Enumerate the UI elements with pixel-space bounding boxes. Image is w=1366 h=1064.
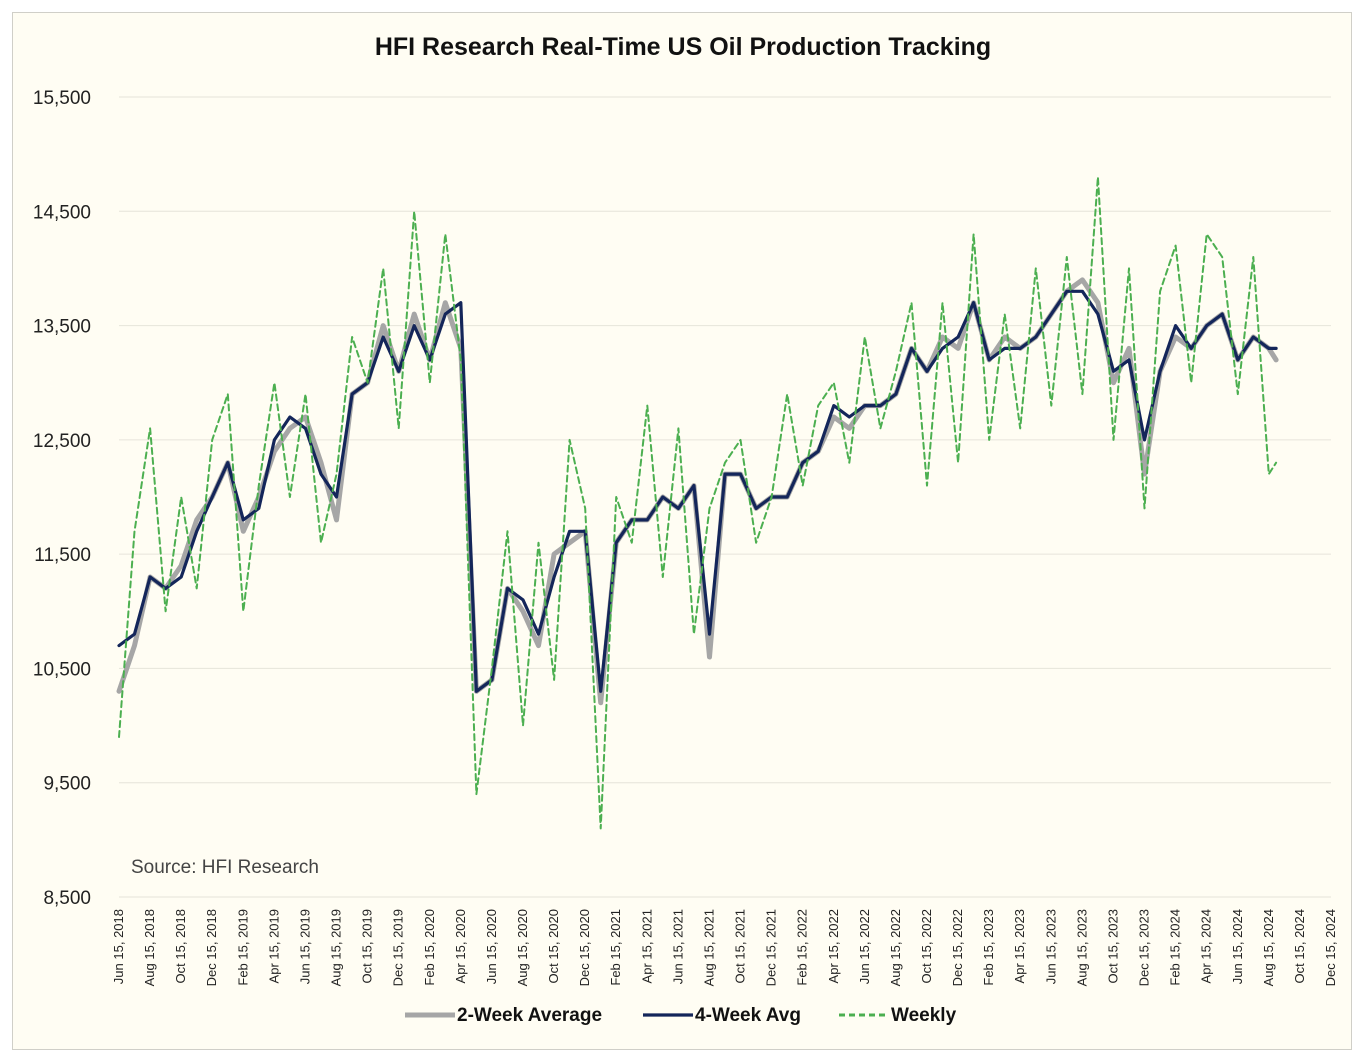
x-tick-label: Apr 15, 2019 — [266, 909, 281, 983]
y-tick-label: 10,500 — [33, 659, 91, 680]
x-tick-label: Dec 15, 2024 — [1323, 909, 1338, 986]
series-layer — [116, 176, 1279, 830]
legend-label: Weekly — [891, 1005, 957, 1026]
x-tick-label: Apr 15, 2021 — [639, 909, 654, 983]
x-tick-label: Feb 15, 2024 — [1168, 909, 1183, 986]
x-tick-label: Dec 15, 2019 — [391, 909, 406, 986]
x-tick-label: Oct 15, 2024 — [1292, 909, 1307, 983]
x-tick-label: Jun 15, 2018 — [111, 909, 126, 984]
x-tick-label: Feb 15, 2023 — [981, 909, 996, 986]
x-axis: Jun 15, 2018 Aug 15, 2018 Oct 15, 2018 Dec … — [111, 909, 1338, 986]
x-tick-label: Oct 15, 2023 — [1105, 909, 1120, 983]
x-tick-label: Dec 15, 2022 — [950, 909, 965, 986]
x-tick-label: Oct 15, 2019 — [360, 909, 375, 983]
legend-label: 2-Week Average — [457, 1005, 602, 1026]
x-tick-label: Jun 15, 2023 — [1043, 909, 1058, 984]
x-tick-label: Dec 15, 2021 — [764, 909, 779, 986]
x-tick-label: Apr 15, 2020 — [453, 909, 468, 983]
grid-layer — [119, 96, 1331, 898]
x-tick-label: Apr 15, 2022 — [826, 909, 841, 983]
y-tick-label: 15,500 — [33, 88, 91, 109]
chart-svg: HFI Research Real-Time US Oil Production… — [33, 33, 1338, 1026]
legend: 2-Week Average 4-Week Avg Weekly — [405, 1005, 957, 1026]
series-line — [116, 277, 1279, 706]
x-tick-label: Aug 15, 2019 — [329, 909, 344, 986]
y-axis: 15,500 14,500 13,500 12,500 11,500 10,500 9,50… — [33, 88, 91, 909]
x-tick-label: Aug 15, 2020 — [515, 909, 530, 986]
x-tick-label: Jun 15, 2021 — [670, 909, 685, 984]
legend-label: 4-Week Avg — [695, 1005, 801, 1026]
y-tick-label: 14,500 — [33, 202, 91, 223]
x-tick-label: Aug 15, 2024 — [1261, 909, 1276, 986]
x-tick-label: Apr 15, 2024 — [1199, 909, 1214, 983]
x-tick-label: Jun 15, 2022 — [857, 909, 872, 984]
chart-container: HFI Research Real-Time US Oil Production… — [12, 12, 1352, 1050]
y-tick-label: 12,500 — [33, 431, 91, 452]
x-tick-label: Aug 15, 2021 — [701, 909, 716, 986]
x-tick-label: Dec 15, 2023 — [1137, 909, 1152, 986]
x-tick-label: Feb 15, 2019 — [235, 909, 250, 986]
series-line — [117, 289, 1278, 693]
y-tick-label: 11,500 — [34, 545, 91, 566]
source-note: Source: HFI Research — [131, 857, 319, 878]
x-tick-label: Jun 15, 2019 — [297, 909, 312, 984]
x-tick-label: Oct 15, 2021 — [733, 909, 748, 983]
x-tick-label: Dec 15, 2018 — [204, 909, 219, 986]
y-tick-label: 9,500 — [43, 774, 91, 795]
x-tick-label: Jun 15, 2020 — [484, 909, 499, 984]
x-tick-label: Aug 15, 2023 — [1074, 909, 1089, 986]
x-tick-label: Oct 15, 2018 — [173, 909, 188, 983]
x-tick-label: Feb 15, 2022 — [795, 909, 810, 986]
x-tick-label: Apr 15, 2023 — [1012, 909, 1027, 983]
chart-title: HFI Research Real-Time US Oil Production… — [375, 33, 991, 61]
x-tick-label: Aug 15, 2018 — [142, 909, 157, 986]
x-tick-label: Dec 15, 2020 — [577, 909, 592, 986]
x-tick-label: Jun 15, 2024 — [1230, 909, 1245, 984]
x-tick-label: Feb 15, 2021 — [608, 909, 623, 986]
x-tick-label: Oct 15, 2022 — [919, 909, 934, 983]
y-tick-label: 13,500 — [33, 317, 91, 338]
x-tick-label: Oct 15, 2020 — [546, 909, 561, 983]
x-tick-label: Aug 15, 2022 — [888, 909, 903, 986]
y-tick-label: 8,500 — [43, 888, 91, 909]
x-tick-label: Feb 15, 2020 — [422, 909, 437, 986]
series-line — [118, 176, 1278, 830]
